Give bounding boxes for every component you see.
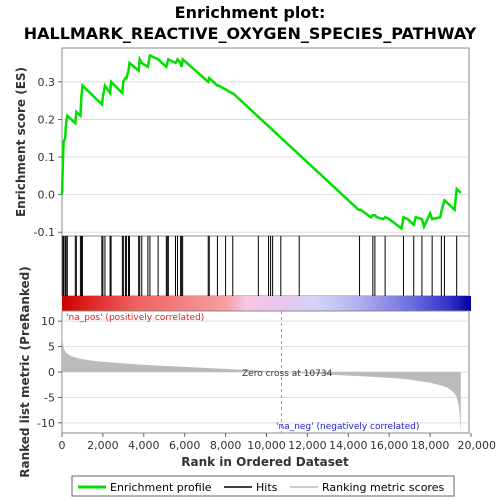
metric-x-tick-label: 8,000 (210, 439, 242, 452)
metric-x-tick-label: 0 (59, 439, 66, 452)
rank-colorbar-fill (62, 296, 471, 311)
es-y-tick-label: 0.2 (38, 113, 56, 126)
metric-x-axis-label: Rank in Ordered Dataset (181, 455, 349, 469)
metric-y-tick-label: 5 (48, 341, 55, 354)
metric-x-tick-label: 6,000 (169, 439, 201, 452)
pos-annotation: 'na_pos' (positively correlated) (66, 313, 204, 323)
metric-y-tick-label: -10 (37, 417, 55, 430)
neg-annotation: 'na_neg' (negatively correlated) (276, 422, 419, 432)
legend-metric-label: Ranking metric scores (322, 481, 444, 494)
metric-y-tick-label: 0 (48, 366, 55, 379)
chart-title-line1: Enrichment plot: (175, 3, 326, 22)
legend: Enrichment profile Hits Ranking metric s… (71, 475, 455, 497)
es-panel: -0.1 0.0 0.1 0.2 0.3 Enrichment score (ES) (14, 47, 470, 239)
chart-title-line2: HALLMARK_REACTIVE_OXYGEN_SPECIES_PATHWAY (24, 24, 477, 43)
legend-enrichment-label: Enrichment profile (110, 481, 212, 494)
metric-y-tick-label: 10 (41, 315, 55, 328)
metric-panel: -10 -5 0 5 10 0 2,000 4,000 6,000 8,000 10,000 12,… (18, 266, 496, 478)
metric-x-ticks: 0 2,000 4,000 6,000 8,000 10,000 12,000 14,000 1… (59, 433, 497, 452)
zero-cross-annotation: Zero cross at 10734 (242, 369, 333, 379)
metric-y-ticks: -10 -5 0 5 10 (37, 315, 62, 430)
es-y-ticks: -0.1 0.0 0.1 0.2 0.3 (34, 76, 62, 239)
metric-x-tick-label: 14,000 (329, 439, 368, 452)
legend-frame (71, 475, 455, 497)
es-gridlines (62, 81, 469, 233)
hit-lines (62, 236, 458, 296)
metric-y-axis-label: Ranked list metric (PreRanked) (18, 266, 32, 478)
es-y-tick-label: -0.1 (34, 226, 55, 239)
es-y-tick-label: 0.1 (38, 151, 56, 164)
legend-hits-label: Hits (256, 481, 278, 494)
es-y-tick-label: 0.3 (38, 76, 56, 89)
metric-y-tick-label: -5 (44, 391, 55, 404)
metric-x-tick-label: 18,000 (411, 439, 450, 452)
es-panel-frame (61, 47, 470, 237)
es-y-tick-label: 0.0 (38, 189, 56, 202)
metric-x-tick-label: 20,000 (458, 439, 497, 452)
metric-x-tick-label: 12,000 (288, 439, 327, 452)
enrichment-profile-line (60, 53, 462, 231)
metric-x-tick-label: 4,000 (128, 439, 160, 452)
metric-x-tick-label: 16,000 (370, 439, 409, 452)
metric-x-tick-label: 2,000 (87, 439, 119, 452)
rank-colorbar (62, 296, 471, 311)
hits-panel (61, 235, 470, 297)
metric-x-tick-label: 10,000 (247, 439, 286, 452)
ranking-metric-area (62, 316, 461, 433)
es-y-axis-label: Enrichment score (ES) (14, 67, 28, 217)
